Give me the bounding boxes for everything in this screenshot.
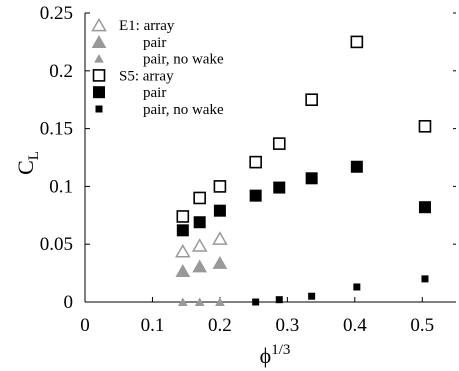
y-axis-label-subscript: L — [26, 151, 42, 160]
legend-label: S5: array — [119, 68, 174, 84]
y-axis-label: CL — [13, 151, 42, 175]
legend-label: pair — [143, 35, 166, 51]
data-point — [193, 191, 206, 205]
y-tick-label: 0 — [64, 292, 74, 313]
data-point — [350, 35, 364, 49]
x-tick-label: 0.5 — [410, 315, 434, 336]
legend-label: pair, no wake — [143, 52, 224, 68]
axis-tick-labels: 0 0.1 0.2 0.3 0.4 0.5 0 0.05 0.1 0.15 0.2 0.25 — [40, 3, 434, 336]
data-point — [192, 259, 208, 273]
data-point — [175, 264, 191, 277]
data-point — [191, 238, 208, 252]
legend-marker — [94, 54, 104, 63]
data-point — [305, 172, 318, 185]
legend-label: E1: array — [119, 18, 175, 34]
data-point — [194, 297, 205, 306]
legend-marker — [91, 35, 107, 48]
data-point — [193, 216, 206, 229]
legend-label: pair — [143, 85, 166, 101]
data-point — [177, 297, 188, 306]
data-markers — [175, 35, 432, 306]
data-point — [212, 231, 228, 245]
series-1 — [175, 256, 228, 277]
data-point — [418, 201, 431, 214]
data-point — [308, 292, 316, 300]
data-point — [176, 224, 189, 237]
y-tick-label: 0.15 — [40, 119, 73, 140]
x-axis-label-symbol: ϕ — [260, 343, 272, 368]
series-3 — [176, 35, 432, 223]
x-tick-label: 0.2 — [208, 315, 232, 336]
series-2 — [177, 297, 225, 306]
legend-label: pair, no wake — [143, 102, 224, 118]
x-tick-label: 0 — [80, 315, 90, 336]
data-point — [252, 298, 260, 306]
legend-marker — [93, 86, 105, 99]
x-tick-label: 0.4 — [343, 315, 367, 336]
data-point — [175, 243, 191, 258]
y-tick-label: 0.1 — [49, 176, 73, 197]
data-point — [212, 256, 228, 269]
data-point — [421, 275, 429, 283]
x-axis-label: ϕ1/3 — [260, 342, 291, 368]
data-point — [275, 296, 283, 304]
data-point — [213, 180, 227, 193]
data-point — [418, 119, 432, 133]
plot-axes — [84, 13, 456, 303]
x-tick-label: 0.1 — [141, 315, 165, 336]
axis-ticks — [84, 12, 456, 303]
data-point — [350, 160, 363, 173]
data-point — [213, 204, 226, 217]
legend-marker — [95, 105, 103, 113]
x-tick-label: 0.3 — [275, 315, 299, 336]
series-4 — [176, 160, 431, 237]
data-point — [176, 210, 190, 223]
x-axis-label-exponent: 1/3 — [271, 342, 290, 358]
series-5 — [252, 275, 429, 306]
data-point — [215, 297, 225, 306]
y-axis-label-symbol: C — [13, 160, 38, 175]
data-point — [272, 137, 286, 150]
data-point — [249, 155, 262, 169]
y-tick-label: 0.05 — [40, 234, 73, 255]
legend-marker — [91, 17, 107, 32]
y-tick-label: 0.2 — [49, 61, 73, 82]
data-point — [305, 93, 318, 106]
legend-marker — [92, 69, 106, 82]
data-point — [353, 283, 361, 291]
data-point — [273, 181, 286, 194]
series-0 — [175, 231, 228, 258]
y-tick-label: 0.25 — [40, 3, 73, 24]
data-point — [249, 189, 262, 202]
